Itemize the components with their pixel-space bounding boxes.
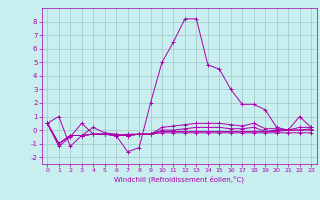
X-axis label: Windchill (Refroidissement éolien,°C): Windchill (Refroidissement éolien,°C) bbox=[114, 176, 244, 183]
